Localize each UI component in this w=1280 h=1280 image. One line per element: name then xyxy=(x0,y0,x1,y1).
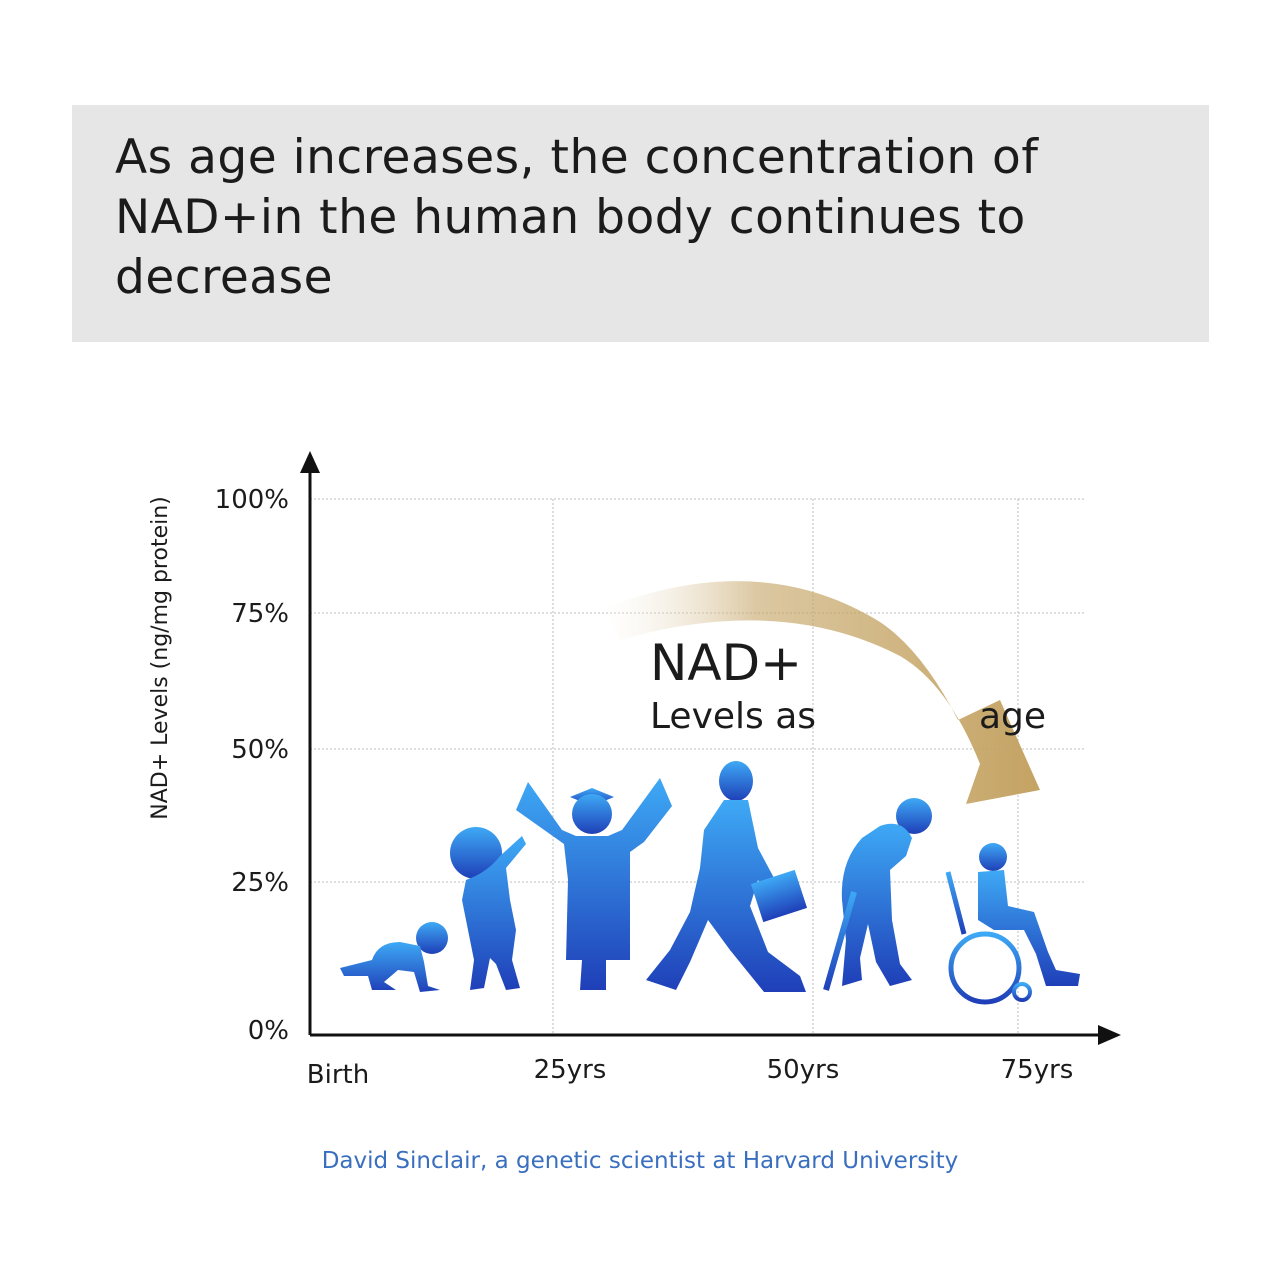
x-tick-label: 50yrs xyxy=(767,1055,840,1085)
aging-illustration xyxy=(340,761,1080,1005)
y-tick-label: 75% xyxy=(231,599,289,629)
y-tick-labels: 0% 25% 50% 75% 100% xyxy=(215,485,289,1046)
y-tick-label: 100% xyxy=(215,485,289,515)
x-axis-arrowhead xyxy=(1098,1025,1121,1045)
y-axis-arrowhead xyxy=(300,451,320,473)
annotation-text-left: Levels as xyxy=(650,696,816,737)
x-tick-label: Birth xyxy=(307,1060,369,1090)
annotation-title: NAD+ xyxy=(650,634,802,692)
source-citation: David Sinclair, a genetic scientist at H… xyxy=(321,1148,959,1174)
graduate-figure xyxy=(516,778,672,990)
grid-lines xyxy=(310,498,1085,1035)
page-title: As age increases, the concentration of N… xyxy=(115,130,1039,305)
child-figure xyxy=(450,827,526,990)
baby-figure xyxy=(340,922,448,992)
annotation-text-right: age xyxy=(979,696,1046,737)
x-tick-label: 25yrs xyxy=(534,1055,607,1085)
x-tick-label: 75yrs xyxy=(1001,1055,1074,1085)
y-tick-label: 25% xyxy=(231,868,289,898)
x-tick-labels: Birth 25yrs 50yrs 75yrs xyxy=(307,1055,1074,1090)
y-tick-label: 0% xyxy=(248,1016,289,1046)
y-axis-label: NAD+ Levels (ng/mg protein) xyxy=(148,496,173,819)
decline-arrow xyxy=(605,581,1040,804)
walking-adult-figure xyxy=(646,761,808,992)
y-tick-label: 50% xyxy=(231,735,289,765)
elderly-cane-figure xyxy=(823,798,932,991)
wheelchair-figure xyxy=(945,843,1080,1005)
header-banner xyxy=(72,105,1209,342)
